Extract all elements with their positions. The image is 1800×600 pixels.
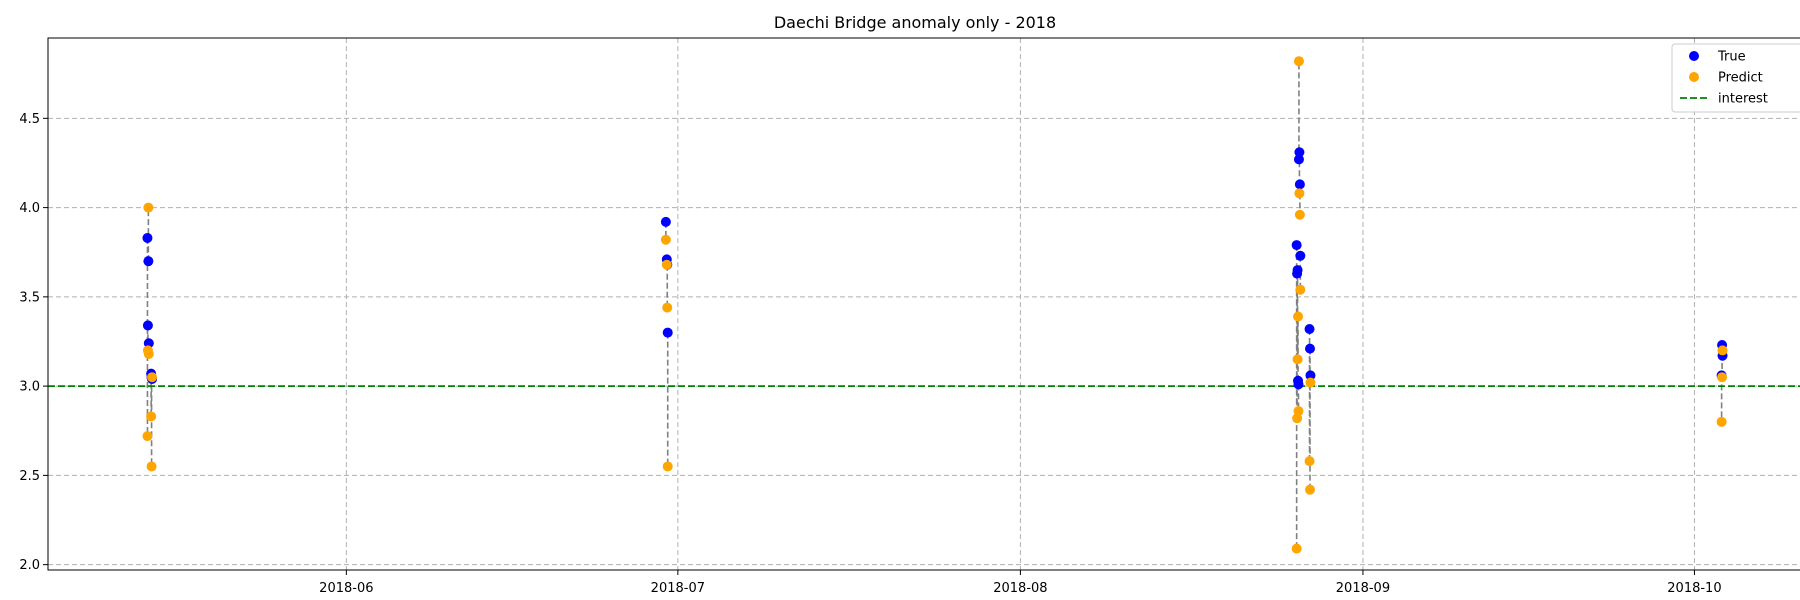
legend-label-interest: interest: [1718, 92, 1768, 107]
predict-point: [142, 431, 153, 442]
predict-point: [147, 372, 158, 383]
true-point: [1295, 250, 1306, 261]
predict-point: [1717, 345, 1728, 356]
true-point: [1291, 240, 1302, 251]
legend-label-true: True: [1717, 50, 1746, 65]
legend-marker-predict: [1689, 72, 1699, 82]
y-tick-label: 3.0: [19, 380, 40, 395]
y-tick-label: 2.5: [19, 469, 40, 484]
y-tick-label: 4.5: [19, 112, 40, 127]
true-point: [142, 320, 153, 331]
true-point: [660, 216, 671, 227]
predict-point: [1292, 354, 1303, 365]
predict-point: [143, 202, 154, 213]
y-tick-label: 4.0: [19, 201, 40, 216]
predict-point: [1291, 543, 1302, 554]
predict-point: [1295, 284, 1306, 295]
true-point: [1293, 379, 1304, 390]
data-points: [142, 56, 1728, 554]
predict-point: [1717, 372, 1728, 383]
predict-point: [1305, 484, 1316, 495]
true-point: [1294, 147, 1305, 158]
predict-point: [662, 461, 673, 472]
predict-point: [1305, 377, 1316, 388]
predict-point: [661, 259, 672, 270]
predict-point: [1293, 406, 1304, 417]
legend: True Predict interest: [1671, 43, 1800, 113]
y-tick-label: 3.5: [19, 290, 40, 305]
legend-marker-true: [1689, 51, 1699, 61]
predict-point: [1294, 209, 1305, 220]
true-point: [1292, 265, 1303, 276]
predict-point: [1293, 56, 1304, 67]
predict-point: [660, 234, 671, 245]
plot-frame: [47, 37, 1800, 571]
true-point: [1305, 370, 1316, 381]
x-tick-label: 2018-07: [651, 581, 705, 596]
predict-point: [1304, 456, 1315, 467]
true-point: [143, 256, 154, 267]
x-tick-label: 2018-09: [1336, 581, 1390, 596]
predict-point: [143, 348, 154, 359]
grid: [48, 38, 1800, 570]
y-axis: 2.0 2.5 3.0 3.5 4.0 4.5: [19, 112, 48, 573]
true-point: [1294, 179, 1305, 190]
predict-point: [1294, 188, 1305, 199]
x-axis: 2018-06 2018-07 2018-08 2018-09 2018-10: [319, 570, 1722, 596]
predict-point: [1293, 311, 1304, 322]
predict-point: [146, 461, 157, 472]
true-point: [1304, 323, 1315, 334]
x-tick-label: 2018-08: [993, 581, 1047, 596]
connector-lines: [146, 61, 1724, 549]
true-point: [1293, 154, 1304, 165]
true-point: [142, 232, 153, 243]
x-tick-label: 2018-06: [319, 581, 373, 596]
legend-label-predict: Predict: [1718, 71, 1763, 86]
true-point: [662, 327, 673, 338]
predict-point: [146, 411, 157, 422]
predict-point: [1716, 416, 1727, 427]
y-tick-label: 2.0: [19, 558, 40, 573]
legend-box: [1671, 43, 1800, 113]
x-tick-label: 2018-10: [1667, 581, 1721, 596]
predict-point: [662, 302, 673, 313]
true-point: [1305, 343, 1316, 354]
chart-title: Daechi Bridge anomaly only - 2018: [774, 13, 1056, 32]
